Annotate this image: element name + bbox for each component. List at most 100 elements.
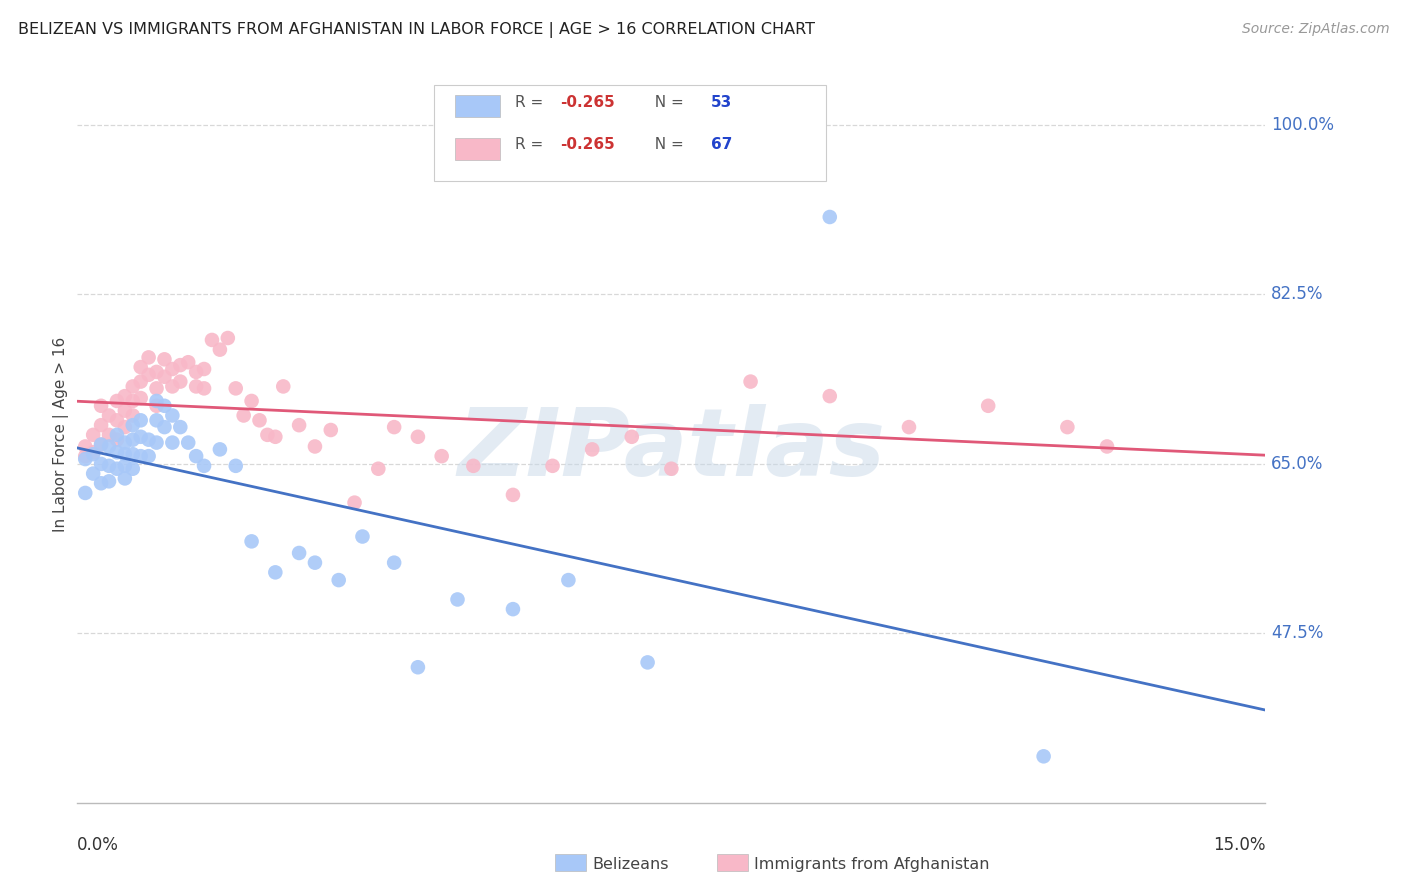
Point xyxy=(105,394,128,409)
Point xyxy=(256,427,278,442)
Point xyxy=(1056,420,1078,434)
Point xyxy=(382,556,405,570)
Point xyxy=(129,413,152,427)
Point xyxy=(153,369,176,384)
Point xyxy=(818,389,841,403)
Text: N =: N = xyxy=(645,95,689,110)
Point xyxy=(264,566,287,580)
Text: R =: R = xyxy=(515,137,548,153)
Text: -0.265: -0.265 xyxy=(560,137,614,153)
Text: 15.0%: 15.0% xyxy=(1213,836,1265,854)
Point xyxy=(129,360,152,375)
Point xyxy=(129,430,152,444)
Text: R =: R = xyxy=(515,95,548,110)
Point xyxy=(82,447,104,461)
Point xyxy=(304,440,326,454)
Point xyxy=(145,394,167,409)
Point xyxy=(129,375,152,389)
Point xyxy=(186,365,208,379)
Point xyxy=(177,435,200,450)
Point xyxy=(581,442,603,457)
Point xyxy=(541,458,564,473)
Point xyxy=(138,449,160,463)
Bar xyxy=(456,137,501,160)
Point xyxy=(1032,749,1054,764)
Point xyxy=(232,409,254,423)
Point xyxy=(98,475,121,489)
Point xyxy=(186,379,208,393)
Point xyxy=(818,210,841,224)
Point xyxy=(145,435,167,450)
Point xyxy=(328,573,350,587)
Bar xyxy=(456,95,501,117)
Point xyxy=(446,592,468,607)
Y-axis label: In Labor Force | Age > 16: In Labor Force | Age > 16 xyxy=(53,337,69,533)
Point xyxy=(90,457,112,471)
Point xyxy=(114,458,136,473)
Point xyxy=(75,440,97,454)
Point xyxy=(740,375,762,389)
Point xyxy=(121,447,143,461)
Point xyxy=(637,656,659,670)
Point xyxy=(114,420,136,434)
Point xyxy=(406,660,429,674)
Text: Immigrants from Afghanistan: Immigrants from Afghanistan xyxy=(754,857,988,871)
Point xyxy=(98,427,121,442)
FancyBboxPatch shape xyxy=(434,86,825,181)
Point xyxy=(352,529,374,543)
Point xyxy=(240,534,263,549)
Point xyxy=(114,471,136,485)
Point xyxy=(114,447,136,461)
Point xyxy=(162,362,184,376)
Text: N =: N = xyxy=(645,137,689,153)
Text: 67: 67 xyxy=(710,137,733,153)
Point xyxy=(1095,440,1118,454)
Point xyxy=(169,420,191,434)
Point xyxy=(145,381,167,395)
Point xyxy=(240,394,263,409)
Point xyxy=(288,546,311,560)
Point xyxy=(898,420,921,434)
Point xyxy=(82,467,104,481)
Text: 82.5%: 82.5% xyxy=(1271,285,1324,303)
Text: BELIZEAN VS IMMIGRANTS FROM AFGHANISTAN IN LABOR FORCE | AGE > 16 CORRELATION CH: BELIZEAN VS IMMIGRANTS FROM AFGHANISTAN … xyxy=(18,22,815,38)
Point xyxy=(105,427,128,442)
Point xyxy=(169,375,191,389)
Text: -0.265: -0.265 xyxy=(560,95,614,110)
Point xyxy=(145,399,167,413)
Point xyxy=(463,458,485,473)
Point xyxy=(98,409,121,423)
Point xyxy=(121,394,143,409)
Point xyxy=(153,420,176,434)
Text: Belizeans: Belizeans xyxy=(592,857,668,871)
Point xyxy=(620,430,643,444)
Point xyxy=(90,399,112,413)
Point xyxy=(304,556,326,570)
Point xyxy=(288,418,311,433)
Text: 0.0%: 0.0% xyxy=(77,836,120,854)
Point xyxy=(430,449,453,463)
Point xyxy=(169,358,191,372)
Point xyxy=(977,399,1000,413)
Point xyxy=(193,381,215,395)
Point xyxy=(201,333,224,347)
Point xyxy=(225,458,247,473)
Point xyxy=(367,461,389,475)
Point xyxy=(343,495,366,509)
Point xyxy=(105,461,128,475)
Point xyxy=(145,365,167,379)
Point xyxy=(153,399,176,413)
Point xyxy=(90,476,112,491)
Point xyxy=(406,430,429,444)
Point xyxy=(186,449,208,463)
Point xyxy=(271,379,294,393)
Point xyxy=(193,458,215,473)
Text: ZIPatlas: ZIPatlas xyxy=(457,403,886,496)
Point xyxy=(225,381,247,395)
Point xyxy=(129,449,152,463)
Point xyxy=(502,488,524,502)
Point xyxy=(121,379,143,393)
Point xyxy=(249,413,271,427)
Point xyxy=(557,573,579,587)
Point xyxy=(75,449,97,463)
